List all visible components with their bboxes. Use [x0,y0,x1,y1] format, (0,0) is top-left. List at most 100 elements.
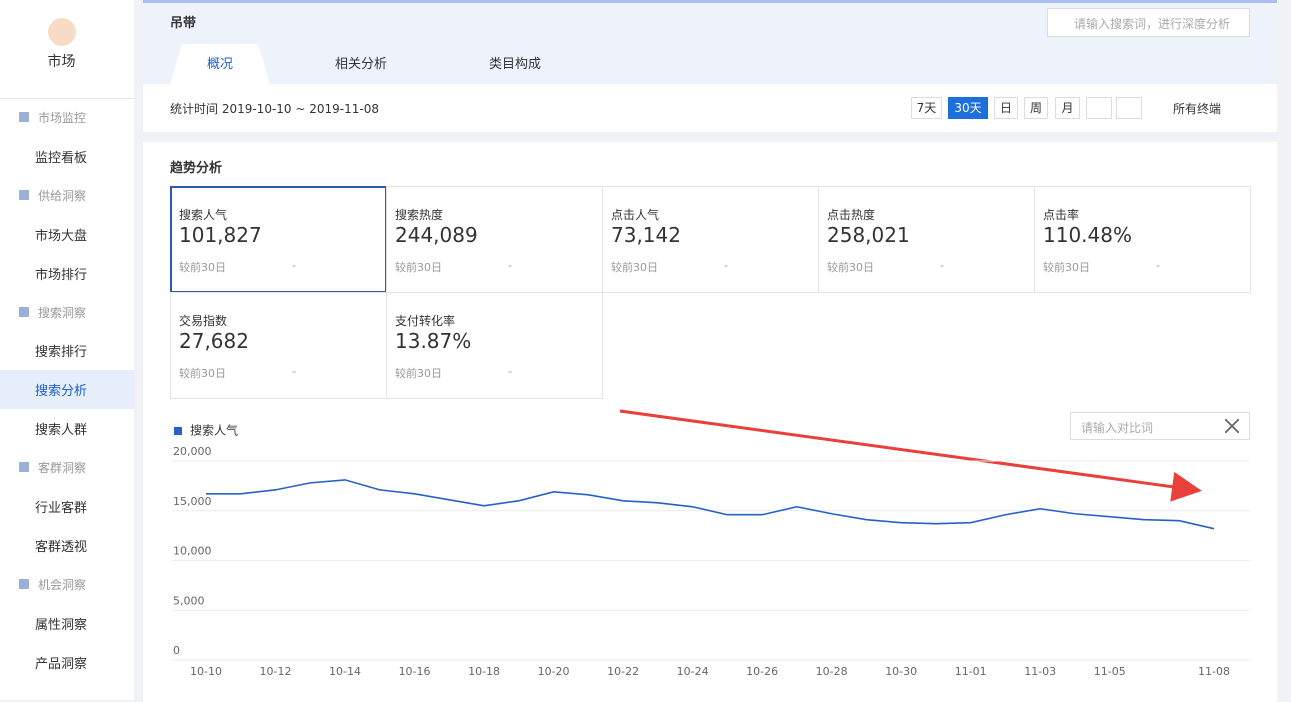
x-tick-label: 10-24 [677,665,709,678]
line-series [206,479,1215,530]
x-tick-label: 10-22 [607,665,639,678]
metric-change: - [940,259,944,272]
nav-item[interactable]: 搜索人群 [35,423,88,439]
section-heading: 搜索洞察 [38,305,87,320]
tab[interactable]: 类目构成 [489,57,542,72]
metric-compare: 较前30日 [179,261,226,274]
nav-item[interactable]: 市场大盘 [35,228,88,244]
x-tick-label: 11-08 [1198,665,1230,678]
legend-swatch [174,427,182,435]
metric-value: 258,021 [827,223,910,247]
period-button[interactable]: 月 [1055,97,1080,119]
y-tick-label: 10,000 [173,545,212,558]
metric-card[interactable] [386,186,603,293]
metric-label: 点击人气 [611,208,660,222]
market-icon [48,18,76,46]
legend-label: 搜索人气 [190,423,238,438]
x-tick-label: 10-18 [468,665,500,678]
trend-title: 趋势分析 [170,161,223,176]
section-icon [19,112,29,122]
metric-change: - [508,259,512,272]
active-tab [170,44,270,85]
compare-input[interactable]: 请输入对比词 [1070,412,1250,440]
x-tick-label: 10-12 [260,665,292,678]
y-tick-label: 15,000 [173,495,212,508]
section-heading: 机会洞察 [38,577,87,592]
x-tick-label: 10-14 [329,665,361,678]
x-tick-label: 10-16 [399,665,431,678]
search-box[interactable]: 请输入搜索词，进行深度分析 [1047,8,1250,37]
nav-item[interactable]: 产品洞察 [35,656,88,672]
metric-card[interactable] [602,186,819,293]
y-tick-label: 20,000 [173,445,212,458]
metric-value: 13.87% [395,329,472,353]
metric-card[interactable] [170,292,387,399]
metric-label: 点击热度 [827,208,876,222]
metric-compare: 较前30日 [179,367,226,380]
x-tick-label: 10-20 [538,665,570,678]
x-tick-label: 10-10 [190,665,222,678]
nav-item[interactable]: 市场排行 [35,267,88,283]
metric-compare: 较前30日 [827,261,874,274]
metric-compare: 较前30日 [611,261,658,274]
metric-card[interactable] [818,186,1035,293]
metric-compare: 较前30日 [1043,261,1090,274]
x-tick-label: 11-05 [1094,665,1126,678]
keyword: 吊带 [170,16,197,31]
metric-label: 支付转化率 [395,314,456,328]
nav-item[interactable]: 客群透视 [35,539,88,555]
metric-card[interactable] [386,292,603,399]
nav-item[interactable]: 搜索排行 [35,345,88,361]
metric-label: 搜索热度 [395,208,444,222]
metric-label: 点击率 [1043,208,1080,222]
metric-compare: 较前30日 [395,261,442,274]
x-tick-label: 11-03 [1024,665,1056,678]
y-tick-label: 5,000 [173,594,205,607]
section-heading: 市场监控 [38,111,87,125]
metric-change: - [724,259,728,272]
metric-value: 73,142 [611,223,681,247]
annotation-arrow [619,409,1202,502]
clear-icon[interactable] [1225,419,1239,433]
nav-item[interactable]: 搜索分析 [35,384,88,400]
metric-value: 110.48% [1043,223,1132,247]
period-button[interactable]: 30天 [948,97,988,119]
sidebar-divider [0,98,134,99]
metric-change: - [508,365,512,378]
section-icon [19,578,29,589]
metric-value: 101,827 [179,223,262,247]
sidebar-title[interactable]: 市场 [47,54,76,70]
metric-label: 交易指数 [179,314,228,328]
metric-change: - [292,365,296,378]
section-icon [19,189,29,200]
x-tick-label: 10-28 [816,665,848,678]
tab[interactable]: 相关分析 [335,57,388,72]
date-range: 统计时间 2019-10-10 ~ 2019-11-08 [170,102,379,116]
nav-item[interactable]: 行业客群 [35,501,88,516]
metric-change: - [1156,259,1160,272]
period-button[interactable]: 周 [1024,97,1048,119]
arrow-button[interactable] [1116,97,1142,119]
section-heading: 供给洞察 [38,188,87,203]
period-button[interactable]: 日 [994,97,1018,119]
section-icon [19,462,29,473]
metric-value: 27,682 [179,329,249,353]
arrow-button[interactable] [1086,97,1112,119]
nav-item[interactable]: 监控看板 [35,150,88,166]
metric-card[interactable] [1034,186,1251,293]
y-tick-label: 0 [173,644,180,657]
period-button[interactable]: 7天 [911,97,942,119]
metric-compare: 较前30日 [395,367,442,380]
tab[interactable]: 概况 [207,57,234,72]
metric-label: 搜索人气 [179,208,228,222]
nav-item[interactable]: 属性洞察 [35,617,88,633]
section-icon [19,306,29,317]
terminal-select[interactable]: 所有终端 [1173,102,1222,116]
x-tick-label: 11-01 [955,665,987,678]
active-item-bg [0,370,134,410]
x-tick-label: 10-26 [746,665,778,678]
section-heading: 客群洞察 [38,461,87,476]
metric-change: - [292,259,296,272]
